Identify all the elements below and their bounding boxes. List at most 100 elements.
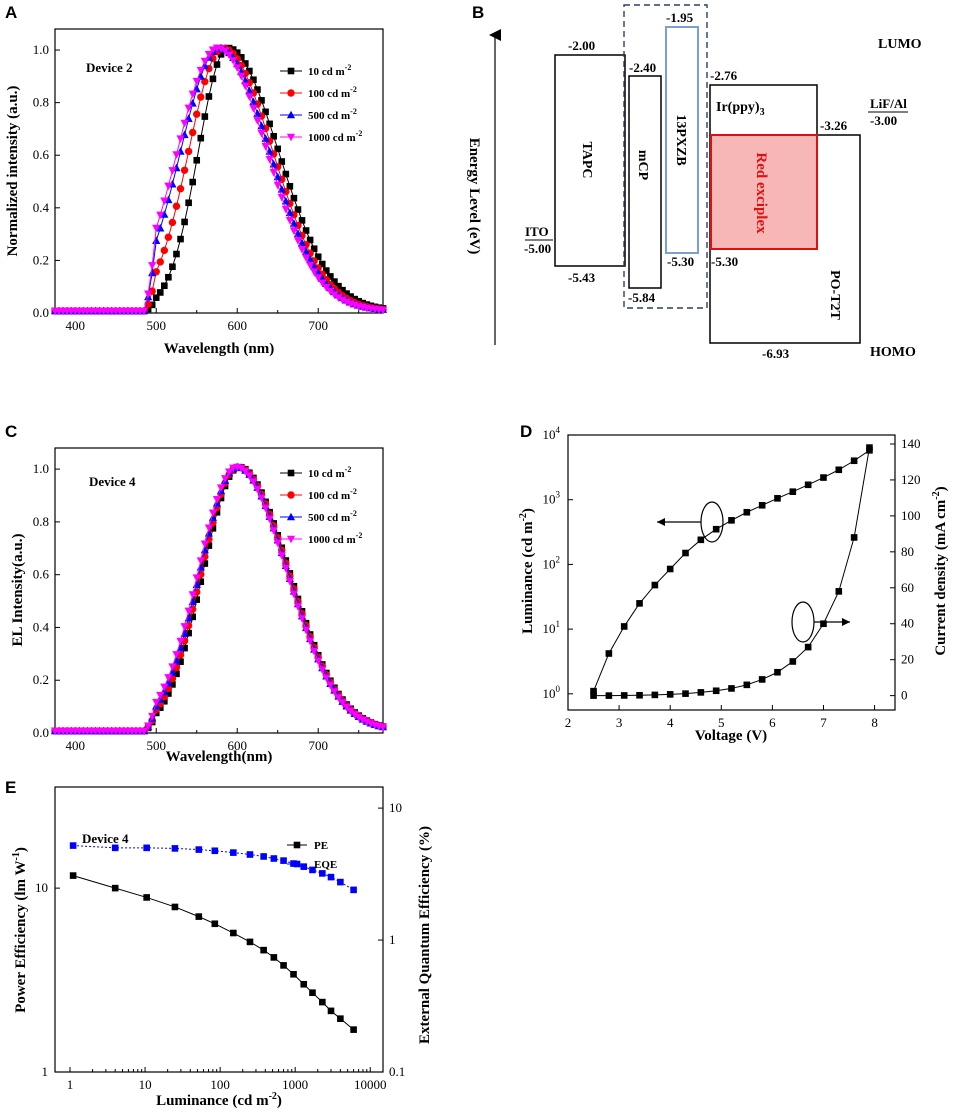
current-point (666, 691, 674, 698)
data-point (161, 282, 168, 290)
x-tick-label: 600 (227, 318, 247, 333)
data-point (156, 223, 165, 232)
data-point (184, 104, 193, 113)
panel-letter-e: E (5, 778, 16, 797)
x-tick-label: 7 (820, 715, 827, 730)
x-tick-label: 10000 (354, 1077, 387, 1092)
panel-e-y2-label: External Quantum Efficiency (%) (417, 826, 433, 1044)
data-point (358, 716, 367, 725)
luminance-point (820, 474, 827, 481)
data-point (326, 681, 335, 690)
data-point (220, 47, 230, 56)
pe-point (230, 929, 237, 937)
eqe-point (143, 844, 150, 852)
y-tick-label: 0.0 (33, 305, 49, 320)
current-point (682, 690, 689, 697)
data-point (281, 205, 290, 214)
data-point (200, 540, 209, 549)
data-point (258, 97, 265, 104)
legend-label: 100 cd m-2 (308, 487, 357, 502)
panel-d-y-label: Luminance (cd m-2) (518, 508, 536, 634)
pe-line (72, 875, 354, 1031)
pe-point (300, 980, 308, 988)
data-point (322, 284, 331, 292)
data-point (302, 227, 310, 234)
data-point (148, 268, 157, 277)
data-point (201, 113, 209, 120)
data-point (237, 54, 245, 61)
data-point (323, 267, 330, 274)
data-point (164, 182, 173, 191)
x-tick-label: 500 (146, 318, 166, 333)
y-tick-label: 0.4 (33, 200, 50, 215)
pe-point (290, 970, 297, 978)
legend-marker (287, 469, 295, 477)
data-point (297, 246, 307, 254)
panel-b-energy-diagram: Energy Level (eV) LUMO HOMO ITO -5.00 -2… (466, 4, 922, 361)
legend-sup: -2 (345, 465, 352, 474)
data-point (254, 86, 261, 93)
data-point (281, 564, 290, 573)
data-point (257, 494, 266, 503)
data-point (160, 683, 169, 692)
legend-label: 10 cd m-2 (308, 465, 351, 480)
y-tick-label: 1 (42, 1064, 49, 1079)
panel-c-series (50, 462, 388, 736)
eqe-point (230, 849, 237, 856)
current-point (743, 681, 751, 689)
legend-label: 500 cd m-2 (308, 509, 357, 524)
current-point (636, 691, 643, 699)
legend-text: 100 cd m (308, 88, 350, 100)
data-point (241, 82, 250, 91)
data-point (318, 260, 326, 268)
luminance-point (590, 687, 597, 695)
legend-sup: -2 (356, 129, 363, 138)
mcp-homo: -5.84 (628, 290, 656, 305)
panel-d-y2-label: Current density (mA cm-2) (931, 486, 949, 655)
legend-label: EQE (314, 859, 337, 871)
legend-label: 500 cd m-2 (308, 107, 357, 122)
data-point (156, 258, 164, 266)
data-point (289, 227, 299, 235)
eqe-point (260, 853, 267, 860)
current-point (590, 692, 597, 699)
eqe-point (211, 847, 219, 855)
data-point (339, 286, 346, 294)
y-tick-label: 0.6 (33, 567, 50, 582)
exciplex-homo: -5.30 (711, 254, 738, 269)
mcp-label: mCP (635, 150, 650, 181)
data-point (168, 218, 177, 227)
x-tick-label: 3 (616, 715, 623, 730)
pe-point (260, 946, 267, 954)
mcp-lumo: -2.40 (629, 60, 656, 75)
panel-letter-a: A (5, 3, 17, 22)
data-point (225, 468, 234, 477)
panel-e-x-label: Luminance (cd m-2) (156, 1091, 282, 1109)
legend-label: 1000 cd m-2 (308, 129, 362, 144)
x-tick-label: 700 (308, 738, 328, 753)
data-point (189, 613, 196, 621)
legend-text: 1000 cd m (308, 132, 356, 144)
legend-text: 500 cd m (308, 512, 350, 524)
current-point (835, 588, 843, 595)
luminance-line (593, 449, 870, 692)
data-point (294, 206, 302, 213)
data-point (217, 494, 225, 502)
data-point (152, 224, 161, 233)
data-point (334, 694, 343, 702)
y-tick-label: 0.6 (33, 147, 50, 162)
y-tick-label: 0.8 (33, 514, 49, 529)
current-point (697, 689, 705, 696)
data-point (314, 657, 323, 666)
y2-tick-label: 120 (901, 472, 921, 487)
legend-text: 100 cd m (308, 490, 350, 502)
current-point (820, 620, 827, 628)
pe-point (211, 920, 219, 928)
eqe-point (270, 855, 278, 862)
luminance-point (774, 495, 781, 502)
tick-exp: 3 (556, 490, 561, 500)
panel-e-plot-frame (54, 786, 384, 1073)
data-point (314, 253, 322, 261)
